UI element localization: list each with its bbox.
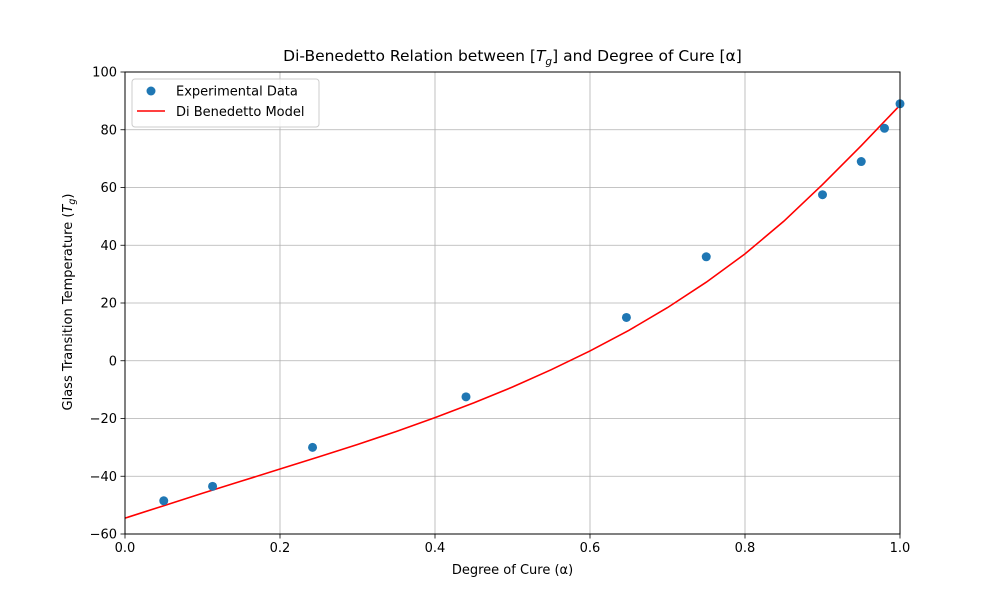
model-line-layer [124,104,901,519]
x-tick-label: 0.4 [425,541,446,556]
x-tick-label: 1.0 [890,541,911,556]
y-tick-label: 40 [100,239,117,254]
data-point [461,392,471,402]
legend-marker-experimental [146,86,156,96]
x-axis-label: Degree of Cure (α) [452,563,573,578]
ticks: 0.0 0.2 0.4 0.6 0.8 1.0 −60 −40 −20 0 20 40 60 80 100 [90,66,911,557]
data-point [880,123,889,133]
x-tick-label: 0.2 [270,541,291,556]
data-point [159,496,169,506]
y-tick-label: 100 [92,66,117,81]
legend-box [131,78,320,128]
x-tick-label: 0.0 [115,541,136,556]
chart-title: Di-Benedetto Relation between [Tg] and D… [283,47,742,68]
y-tick-label: 0 [109,354,117,369]
data-point [701,252,711,262]
legend-label-experimental: Experimental Data [176,85,298,100]
x-tick-label: 0.6 [580,541,601,556]
y-tick-label: −60 [90,528,117,543]
data-point [308,442,318,452]
y-axis-label: Glass Transition Temperature (Tg) [61,194,78,411]
data-point [208,481,218,491]
y-tick-label: 80 [100,123,117,138]
data-points-layer [159,99,905,506]
legend-label-model: Di Benedetto Model [176,105,304,120]
model-curve [124,104,901,519]
y-tick-label: −20 [90,412,117,427]
legend: Experimental Data Di Benedetto Model [131,78,320,128]
data-point [621,312,631,322]
data-point [818,190,827,200]
data-point [856,157,866,167]
y-tick-label: 60 [100,181,117,196]
y-tick-label: −40 [90,470,117,485]
x-tick-label: 0.8 [735,541,756,556]
y-tick-label: 20 [100,297,117,312]
